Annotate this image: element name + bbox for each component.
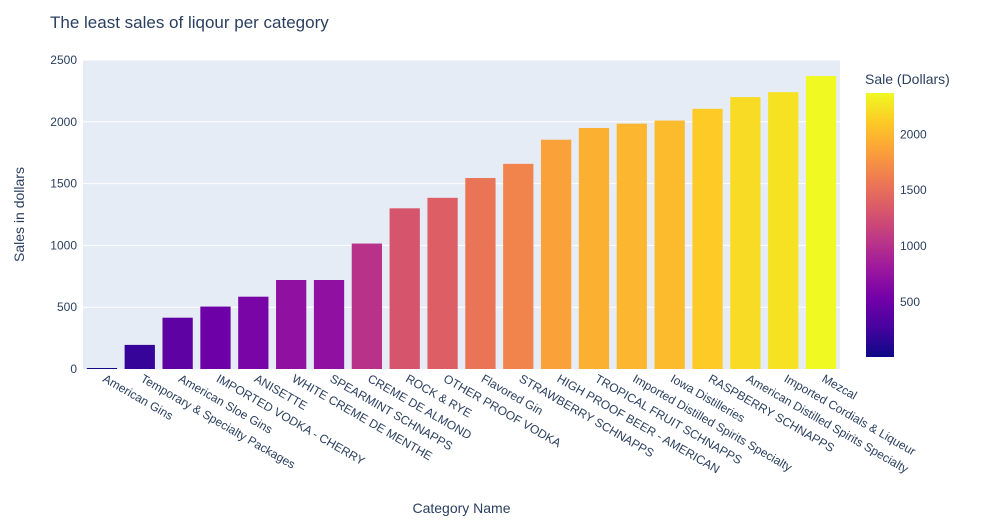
bar bbox=[465, 178, 496, 369]
colorbar bbox=[866, 93, 894, 357]
colorbar-tick-label: 500 bbox=[900, 295, 920, 309]
colorbar-tick-label: 1500 bbox=[900, 183, 927, 197]
bar bbox=[730, 97, 761, 369]
colorbar-tick-label: 2000 bbox=[900, 127, 927, 141]
bar bbox=[768, 92, 799, 370]
bar bbox=[805, 76, 837, 370]
bar bbox=[427, 197, 458, 369]
bar bbox=[162, 317, 193, 369]
colorbar-tick-label: 1000 bbox=[900, 239, 927, 253]
bar bbox=[654, 120, 685, 370]
y-axis-title: Sales in dollars bbox=[11, 167, 27, 262]
bar bbox=[616, 123, 647, 370]
y-tick-label: 2500 bbox=[50, 53, 77, 67]
bar bbox=[86, 368, 118, 369]
y-tick-label: 1000 bbox=[50, 238, 77, 252]
y-tick-label: 0 bbox=[70, 362, 77, 376]
y-tick-label: 500 bbox=[57, 300, 77, 314]
bar bbox=[540, 139, 572, 369]
bar bbox=[578, 127, 610, 369]
y-tick-label: 2000 bbox=[50, 115, 77, 129]
chart-title: The least sales of liqour per category bbox=[50, 13, 329, 32]
bar bbox=[238, 296, 269, 369]
bar bbox=[313, 280, 345, 369]
x-axis-title: Category Name bbox=[412, 500, 510, 516]
bar bbox=[692, 108, 723, 370]
bar bbox=[351, 243, 383, 369]
bar bbox=[276, 280, 307, 369]
colorbar-title: Sale (Dollars) bbox=[865, 71, 950, 87]
plot-area bbox=[83, 60, 840, 369]
y-tick-label: 1500 bbox=[50, 177, 77, 191]
bar bbox=[389, 208, 420, 369]
bar bbox=[200, 306, 231, 369]
bar bbox=[503, 163, 534, 369]
bar bbox=[124, 344, 155, 369]
